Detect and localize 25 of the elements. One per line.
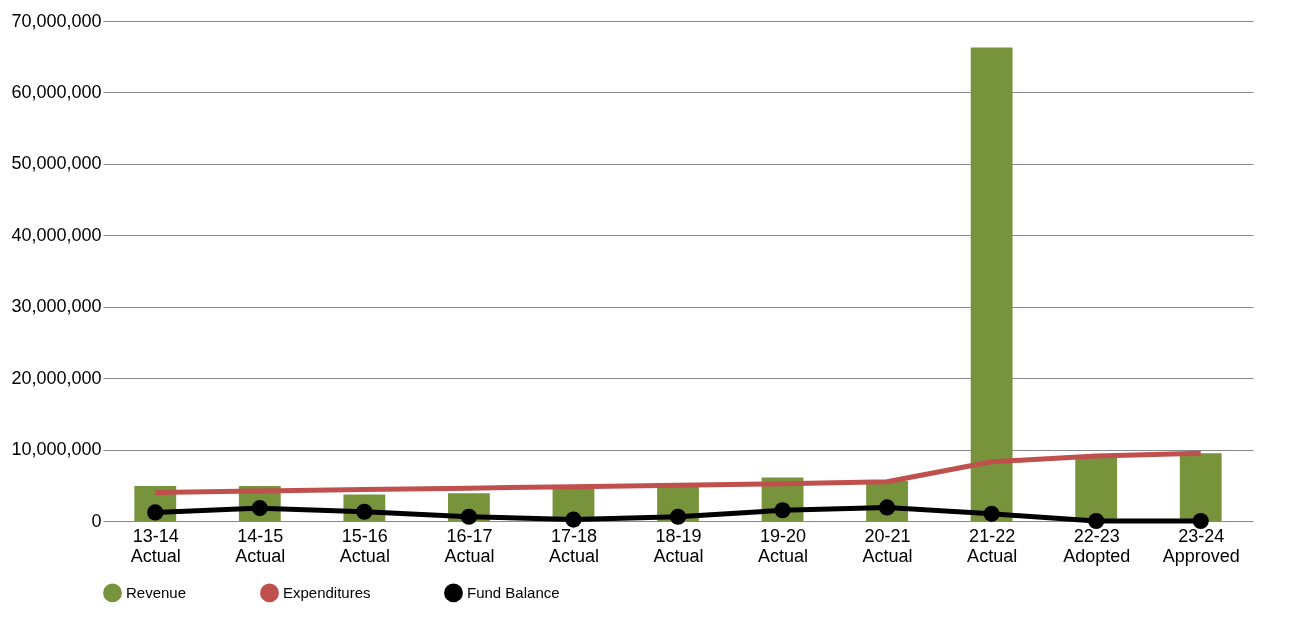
x-tick-label: 14-15 Actual bbox=[235, 525, 286, 566]
x-tick-label: 23-24 Approved bbox=[1162, 525, 1240, 566]
x-tick-label: 19-20 Actual bbox=[758, 525, 809, 566]
legend-label: Revenue bbox=[126, 583, 187, 601]
bar bbox=[970, 47, 1013, 521]
y-tick-label: 60,000,000 bbox=[11, 81, 102, 102]
x-tick-label: 16-17 Actual bbox=[444, 525, 495, 566]
y-tick-label: 40,000,000 bbox=[11, 224, 102, 245]
y-tick-label: 10,000,000 bbox=[11, 439, 102, 460]
legend-label: Fund Balance bbox=[467, 583, 560, 601]
y-tick-label: 30,000,000 bbox=[11, 296, 102, 317]
y-tick-label: 70,000,000 bbox=[11, 10, 102, 31]
x-tick-label: 20-21 Actual bbox=[862, 525, 913, 566]
x-tick-label: 15-16 Actual bbox=[339, 525, 390, 566]
x-tick-label: 17-18 Actual bbox=[548, 525, 599, 566]
legend-label: Expenditures bbox=[283, 583, 371, 601]
x-tick-label: 18-19 Actual bbox=[653, 525, 704, 566]
y-tick-label: 20,000,000 bbox=[11, 367, 102, 388]
x-tick-label: 21-22 Actual bbox=[967, 525, 1018, 566]
bar bbox=[1075, 456, 1118, 521]
x-tick-label: 13-14 Actual bbox=[130, 525, 181, 566]
y-tick-label: 50,000,000 bbox=[11, 153, 102, 174]
bar bbox=[1179, 453, 1222, 521]
x-tick-label: 22-23 Adopted bbox=[1063, 525, 1131, 566]
y-tick-label: 0 bbox=[91, 510, 102, 531]
